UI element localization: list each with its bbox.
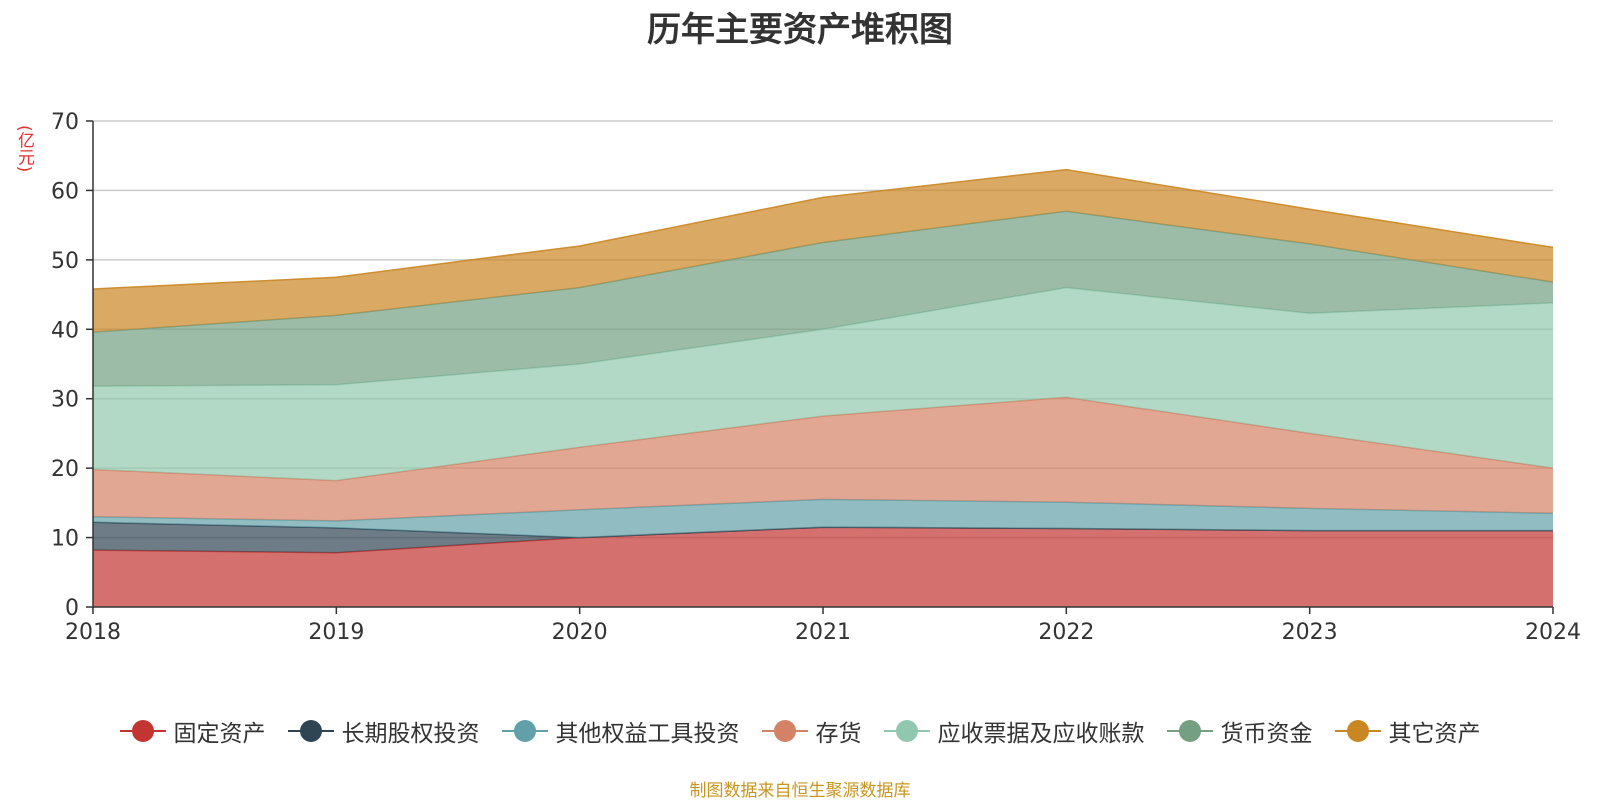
area-series-3[interactable] xyxy=(93,397,1553,521)
legend-item-2[interactable]: 其他权益工具投资 xyxy=(501,714,740,748)
legend-item-5[interactable]: 货币资金 xyxy=(1166,714,1313,748)
legend-label: 长期股权投资 xyxy=(341,721,480,747)
legend-marker-icon xyxy=(883,719,930,743)
x-tick-label-2022: 2022 xyxy=(1038,620,1094,645)
legend-item-6[interactable]: 其它资产 xyxy=(1334,714,1481,748)
y-tick-label-10: 10 xyxy=(51,527,79,552)
area-series-2[interactable] xyxy=(93,499,1553,538)
x-tick-label-2020: 2020 xyxy=(552,620,608,645)
legend-marker-icon xyxy=(1334,719,1381,743)
area-series-4[interactable] xyxy=(93,287,1553,481)
x-tick-label-2021: 2021 xyxy=(795,620,851,645)
legend-label: 存货 xyxy=(815,721,862,747)
x-tick-label-2018: 2018 xyxy=(65,620,121,645)
x-tick-label-2019: 2019 xyxy=(308,620,364,645)
data-source-note: 制图数据来自恒生聚源数据库 xyxy=(689,781,911,801)
x-tick-label-2023: 2023 xyxy=(1282,620,1338,645)
y-tick-label-50: 50 xyxy=(51,249,79,274)
axes: 0 10 20 30 40 50 60 70 2018 2019 2020 2021 2022 2023 2… xyxy=(51,110,1581,645)
y-tick-label-20: 20 xyxy=(51,457,79,482)
area-series-1[interactable] xyxy=(93,522,1553,553)
area-series-group xyxy=(92,168,1554,607)
legend-marker-icon xyxy=(761,719,808,743)
y-tick-label-40: 40 xyxy=(51,318,79,343)
area-series-0[interactable] xyxy=(93,527,1553,607)
legend-item-1[interactable]: 长期股权投资 xyxy=(287,714,480,748)
legend-label: 其它资产 xyxy=(1388,721,1481,747)
y-tick-label-0: 0 xyxy=(65,596,79,621)
legend-item-4[interactable]: 应收票据及应收账款 xyxy=(883,714,1145,748)
area-series-6[interactable] xyxy=(93,169,1553,333)
y-tick-label-60: 60 xyxy=(51,179,79,204)
legend-item-3[interactable]: 存货 xyxy=(761,714,862,748)
legend-label: 其他权益工具投资 xyxy=(555,721,740,747)
legend-label: 固定资产 xyxy=(173,721,266,747)
chart-title: 历年主要资产堆积图 xyxy=(647,10,953,50)
legend-marker-icon xyxy=(119,719,166,743)
legend-marker-icon xyxy=(1166,719,1213,743)
area-series-5[interactable] xyxy=(93,211,1553,387)
y-axis-unit-label: (亿元) xyxy=(14,125,34,173)
y-tick-label-70: 70 xyxy=(51,110,79,135)
x-tick-label-2024: 2024 xyxy=(1525,620,1581,645)
legend: 固定资产 长期股权投资 其他权益工具投资 存货 应收票据及应收账款 货币资金 其它资产 xyxy=(0,714,1600,748)
legend-label: 应收票据及应收账款 xyxy=(937,721,1145,747)
legend-label: 货币资金 xyxy=(1220,721,1313,747)
y-tick-label-30: 30 xyxy=(51,388,79,413)
legend-marker-icon xyxy=(287,719,334,743)
legend-item-0[interactable]: 固定资产 xyxy=(119,714,266,748)
legend-marker-icon xyxy=(501,719,548,743)
series-line-6 xyxy=(92,168,1554,290)
